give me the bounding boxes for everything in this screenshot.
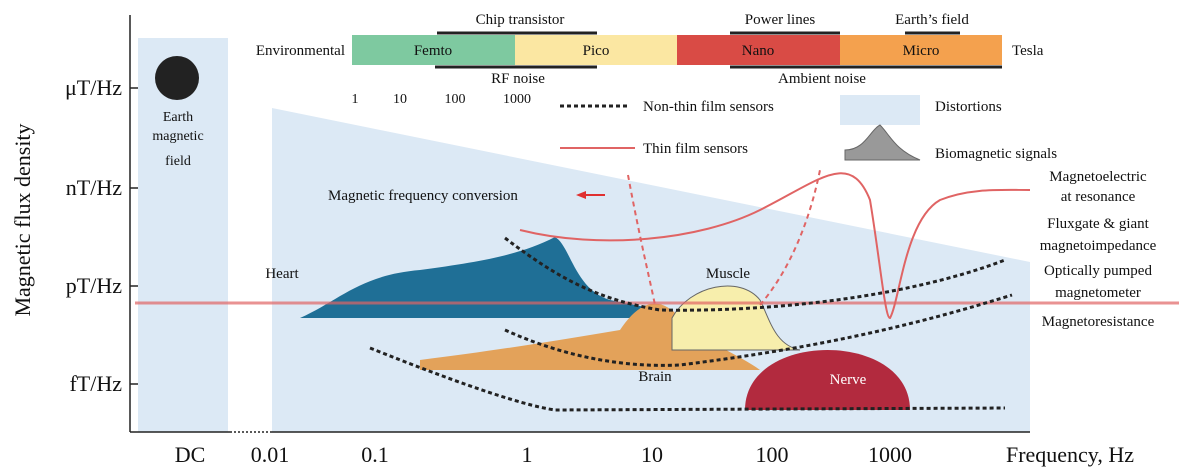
muscle-label: Muscle	[706, 266, 751, 282]
earth-label: Earth	[163, 110, 193, 125]
sensor-label: at resonance	[1061, 189, 1136, 205]
y-tick: μT/Hz	[65, 75, 122, 100]
sensor-label: magnetometer	[1055, 285, 1141, 301]
band: Femto	[414, 43, 452, 59]
sensor-label: Optically pumped	[1044, 263, 1152, 279]
nerve-label: Nerve	[830, 372, 867, 388]
y-tick: nT/Hz	[66, 175, 122, 200]
legend-entry: Distortions	[935, 99, 1002, 115]
y-tick: fT/Hz	[69, 371, 122, 396]
x-tick: 0.01	[251, 442, 290, 467]
x-tick: 0.1	[361, 442, 389, 467]
distortions	[138, 38, 1030, 432]
band: Pico	[583, 43, 610, 59]
globe-icon	[155, 56, 199, 100]
sensor-label: Fluxgate & giant	[1047, 216, 1149, 232]
legend-entry: Thin film sensors	[643, 141, 748, 157]
x-tick: 100	[756, 442, 789, 467]
legend-entry: Biomagnetic signals	[935, 146, 1057, 162]
band: Micro	[903, 43, 940, 59]
scale-number: 100	[445, 92, 466, 107]
scale-right: Tesla	[1012, 43, 1044, 59]
x-tick: 10	[641, 442, 663, 467]
brain-label: Brain	[638, 369, 672, 385]
source: Chip transistor	[476, 12, 565, 28]
source: Earth’s field	[895, 12, 969, 28]
source: Power lines	[745, 12, 816, 28]
sensor-label: Magnetoelectric	[1049, 169, 1147, 185]
y-tick: pT/Hz	[66, 273, 122, 298]
figure: Magnetic flux density μT/Hz nT/Hz pT/Hz …	[0, 0, 1179, 471]
x-tick: 1	[522, 442, 533, 467]
legend-entry: Non-thin film sensors	[643, 99, 774, 115]
sensor-label: magnetoimpedance	[1040, 238, 1157, 254]
earth-label: field	[165, 154, 191, 169]
x-tick: DC	[175, 442, 206, 467]
heart-label: Heart	[265, 266, 299, 282]
source: RF noise	[491, 71, 545, 87]
x-tick: 1000	[868, 442, 912, 467]
source: Ambient noise	[778, 71, 866, 87]
scale-number: 10	[393, 92, 407, 107]
scale-left: Environmental	[256, 43, 345, 59]
earth-label: magnetic	[152, 129, 203, 144]
x-title: Frequency, Hz	[1006, 442, 1134, 467]
sensor-label: Magnetoresistance	[1042, 314, 1155, 330]
y-title: Magnetic flux density	[10, 123, 35, 316]
scale-number: 1000	[503, 92, 531, 107]
scale-number: 1	[352, 92, 359, 107]
band: Nano	[742, 43, 775, 59]
conversion-label: Magnetic frequency conversion	[328, 188, 518, 204]
